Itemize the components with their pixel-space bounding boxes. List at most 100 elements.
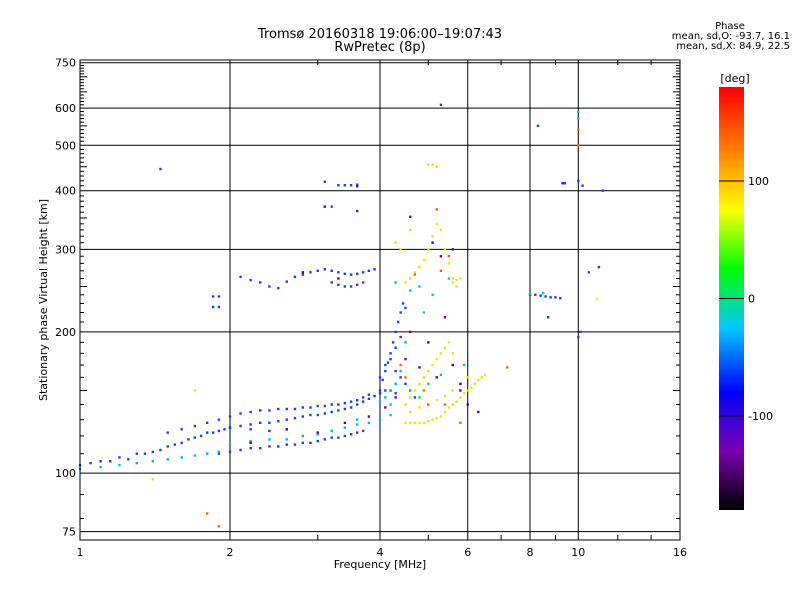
data-point: [277, 407, 280, 411]
data-point: [394, 369, 397, 373]
data-point: [391, 341, 395, 344]
data-point: [546, 315, 550, 319]
data-point: [285, 428, 288, 431]
data-point: [323, 412, 327, 415]
colorbar-tick-label: -100: [748, 410, 773, 423]
data-point: [384, 396, 387, 399]
data-point: [301, 415, 305, 418]
data-point: [180, 456, 183, 459]
data-point: [404, 421, 407, 425]
data-point: [389, 389, 392, 392]
colorbar-label: [deg]: [720, 72, 749, 85]
data-point: [205, 431, 209, 434]
data-point: [239, 412, 242, 415]
data-point: [249, 439, 252, 443]
data-point: [361, 429, 365, 433]
data-point: [367, 393, 371, 396]
ticks-layer: 1 2 4 6 8 10 16 75 100 200 300 400 500 600 750: [55, 57, 687, 559]
data-point: [409, 410, 412, 414]
data-point: [459, 277, 462, 280]
data-point: [466, 403, 469, 406]
data-point: [409, 389, 412, 392]
data-point: [455, 285, 458, 288]
data-point: [418, 366, 421, 369]
data-point: [404, 281, 407, 284]
data-point: [316, 433, 319, 436]
data-point: [211, 305, 215, 309]
data-point: [422, 376, 426, 379]
data-point: [394, 330, 397, 334]
data-point: [384, 369, 387, 373]
data-point: [337, 277, 340, 280]
data-point: [431, 418, 434, 421]
data-point: [561, 182, 564, 185]
data-point: [563, 182, 567, 185]
data-point: [330, 410, 333, 414]
data-point: [409, 277, 412, 280]
data-point: [323, 205, 327, 208]
data-point: [394, 382, 397, 386]
data-point: [217, 418, 221, 421]
data-point: [577, 117, 580, 120]
data-point: [239, 448, 242, 452]
data-points-layer: [78, 103, 605, 528]
data-point: [355, 283, 359, 287]
data-point: [343, 426, 347, 429]
data-point: [384, 363, 387, 367]
data-point: [301, 271, 305, 274]
data-point: [285, 438, 288, 441]
data-point: [343, 285, 347, 288]
data-point: [316, 439, 319, 443]
data-point: [451, 363, 455, 367]
data-point: [477, 410, 480, 414]
data-point: [443, 248, 447, 251]
data-point: [528, 292, 532, 296]
data-point: [228, 443, 232, 446]
data-point: [439, 255, 443, 258]
data-point: [381, 378, 384, 382]
data-point: [343, 401, 347, 405]
data-point: [443, 315, 447, 319]
data-point: [337, 271, 340, 274]
data-point: [355, 399, 359, 402]
data-point: [431, 234, 434, 238]
y-tick-label: 200: [55, 326, 76, 339]
data-point: [367, 421, 371, 425]
data-point: [483, 373, 487, 377]
data-point: [367, 415, 371, 418]
data-point: [217, 429, 221, 433]
data-point: [309, 413, 312, 417]
data-point: [301, 441, 305, 445]
data-point: [99, 460, 102, 463]
data-point: [259, 409, 262, 412]
data-point: [399, 376, 402, 379]
x-axis-label: Frequency [MHz]: [334, 558, 426, 571]
data-point: [427, 420, 430, 423]
data-point: [466, 376, 469, 379]
data-point: [187, 438, 190, 441]
data-point: [355, 423, 359, 426]
data-point: [389, 413, 392, 417]
data-point: [422, 421, 426, 425]
data-point: [455, 400, 458, 403]
data-point: [581, 184, 584, 187]
data-point: [109, 460, 112, 463]
colorbar-tick-label: 100: [748, 175, 769, 188]
data-point: [595, 297, 599, 301]
data-point: [343, 434, 347, 438]
data-point: [394, 281, 397, 284]
data-point: [459, 421, 462, 425]
data-point: [544, 295, 547, 298]
data-point: [285, 418, 288, 421]
data-point: [462, 363, 466, 367]
data-point: [323, 438, 327, 441]
chart-title: Tromsø 20160318 19:06:00–19:07:43: [257, 27, 503, 42]
data-point: [285, 280, 288, 283]
data-point: [431, 241, 434, 244]
data-point: [579, 330, 582, 334]
data-point: [422, 311, 426, 314]
data-point: [451, 281, 455, 284]
y-tick-label: 400: [55, 185, 76, 198]
data-point: [343, 421, 347, 425]
